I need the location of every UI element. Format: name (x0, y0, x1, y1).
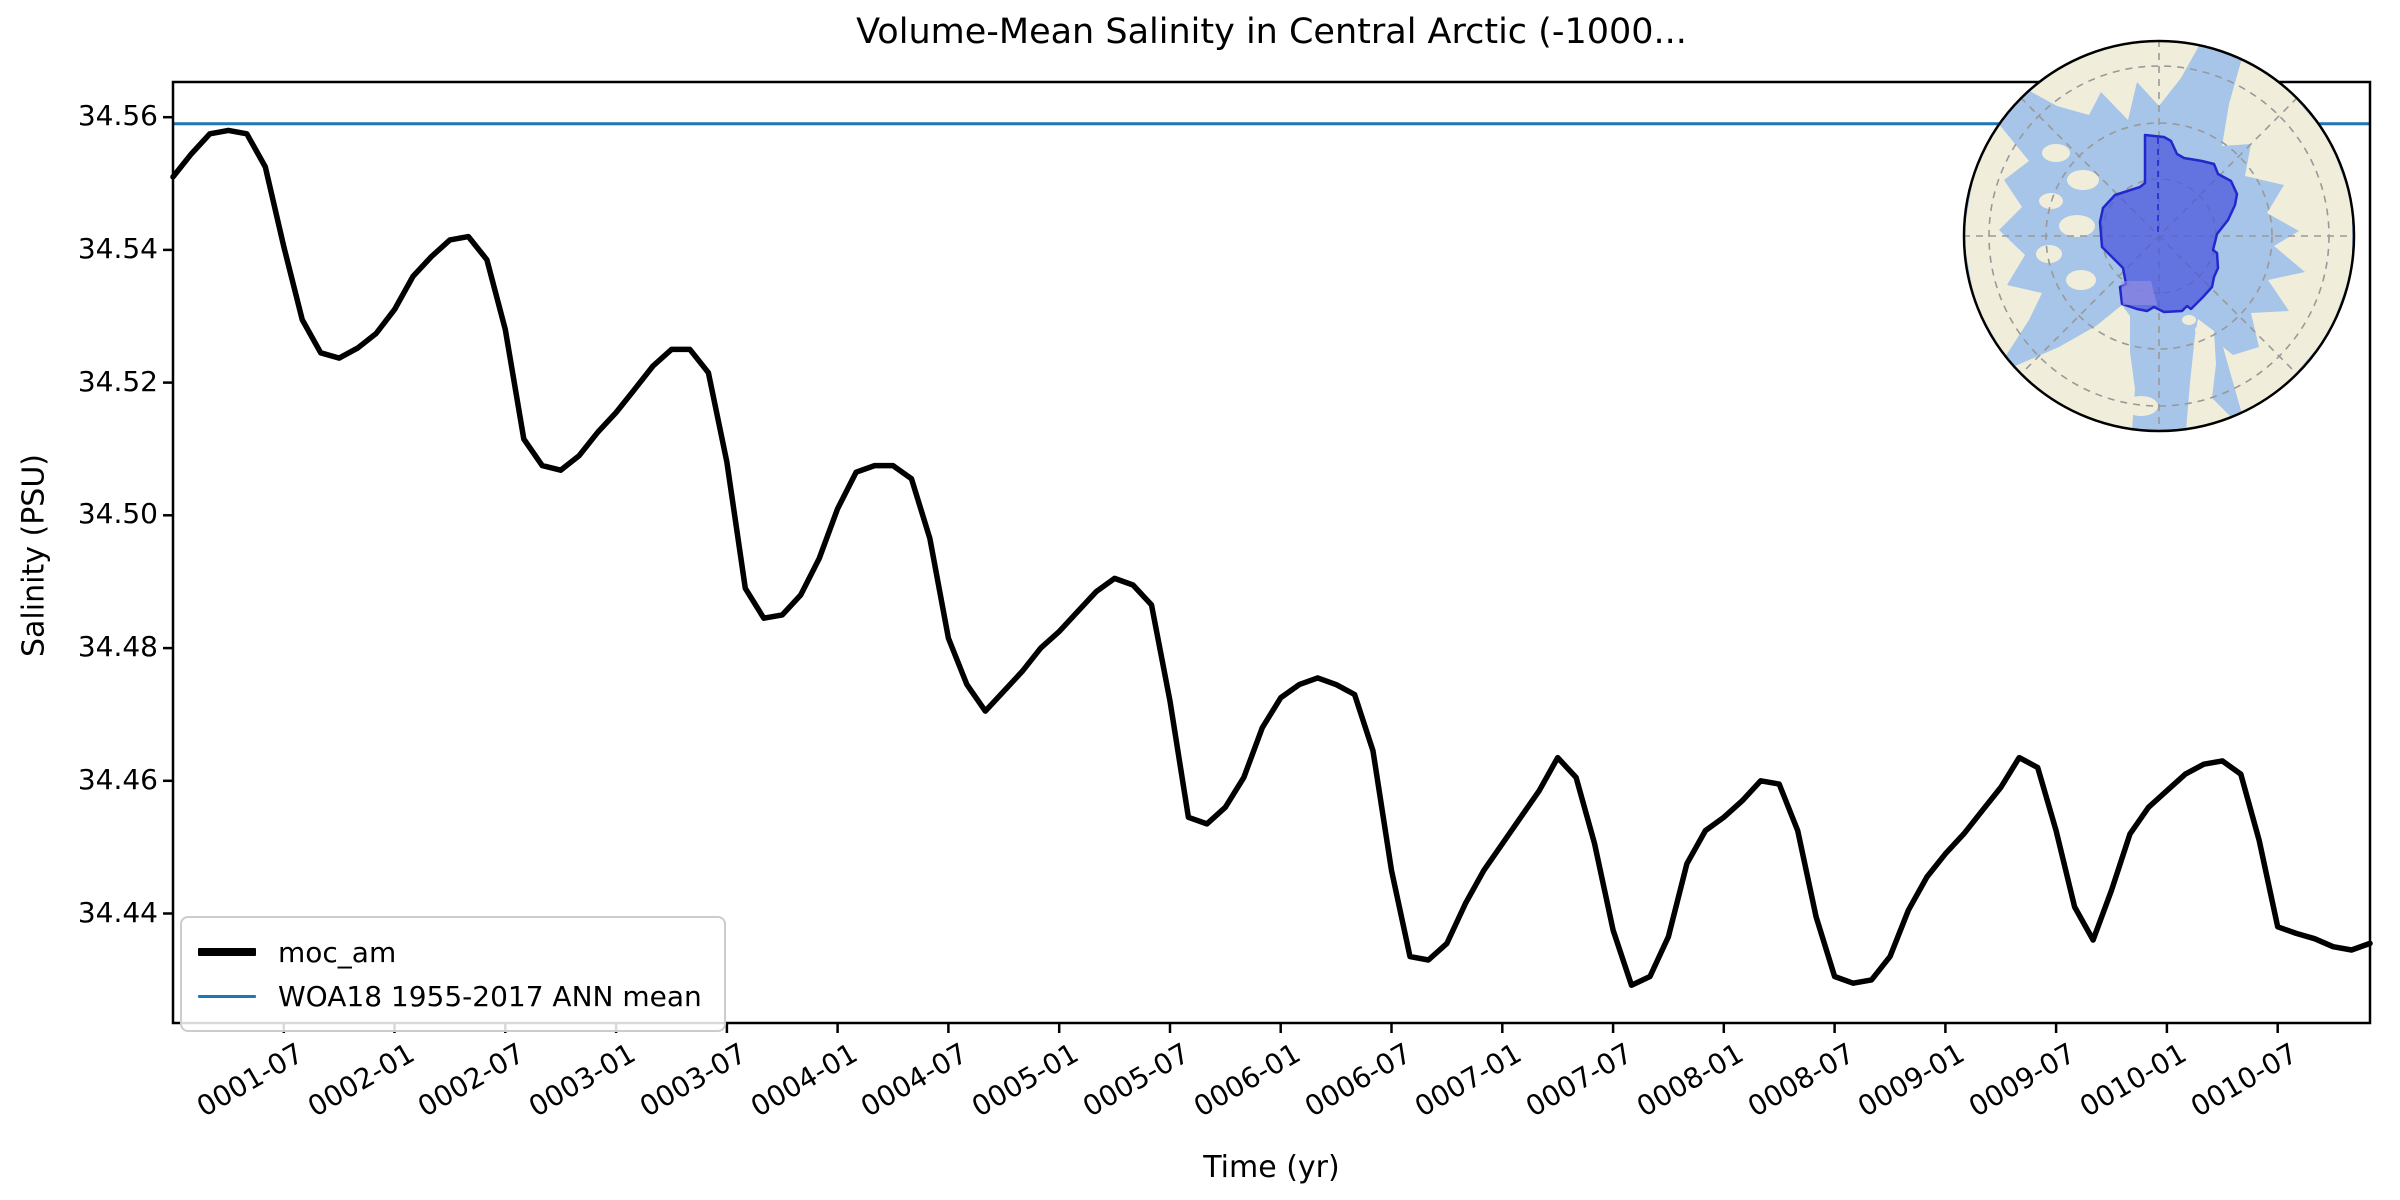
y-tick-label: 34.48 (77, 630, 158, 664)
legend-label: moc_am (278, 935, 397, 969)
plot-border (171, 80, 2372, 1025)
central-arctic-region-highlight (2098, 133, 2239, 314)
map-outline-circle (1962, 39, 2356, 433)
y-tick-label: 34.56 (77, 99, 158, 133)
x-axis-label: Time (yr) (1203, 1150, 1340, 1185)
land-svalbard-2 (2195, 326, 2205, 334)
land-iceland (2124, 396, 2158, 416)
land-canada (1964, 123, 2042, 357)
legend-line-swatch (198, 994, 256, 998)
legend-line-swatch (198, 948, 256, 956)
land-scandinavia (2186, 319, 2232, 430)
y-tick-label: 34.44 (77, 895, 158, 929)
y-tick-label: 34.46 (77, 762, 158, 796)
legend-label: WOA18 1955-2017 ANN mean (278, 979, 702, 1013)
land-siberia (2222, 58, 2352, 414)
land-greenland (2013, 305, 2135, 430)
legend-row: moc_am (198, 930, 702, 974)
map-graticule (1964, 41, 2354, 431)
land-island-5 (2036, 245, 2062, 263)
land-island-1 (2042, 144, 2070, 162)
y-tick-label: 34.50 (77, 497, 158, 531)
chart-title: Volume-Mean Salinity in Central Arctic (… (856, 12, 1687, 52)
land-svalbard-1 (2182, 315, 2196, 325)
land-chukotka-alaska (2028, 41, 2200, 120)
y-tick-label: 34.54 (77, 231, 158, 265)
land-island-2 (2067, 170, 2099, 190)
map-landmasses (1964, 41, 2352, 430)
central-arctic-region-subpatch (2121, 281, 2157, 305)
y-axis-label: Salinity (PSU) (16, 454, 52, 657)
moc-am-line (170, 127, 2373, 988)
legend-box: moc_am WOA18 1955-2017 ANN mean (180, 916, 726, 1032)
arctic-inset-map (1961, 38, 2357, 434)
y-tick-label: 34.52 (77, 364, 158, 398)
land-island-6 (2066, 270, 2096, 290)
legend-row: WOA18 1955-2017 ANN mean (198, 974, 702, 1018)
land-island-4 (2059, 215, 2095, 237)
